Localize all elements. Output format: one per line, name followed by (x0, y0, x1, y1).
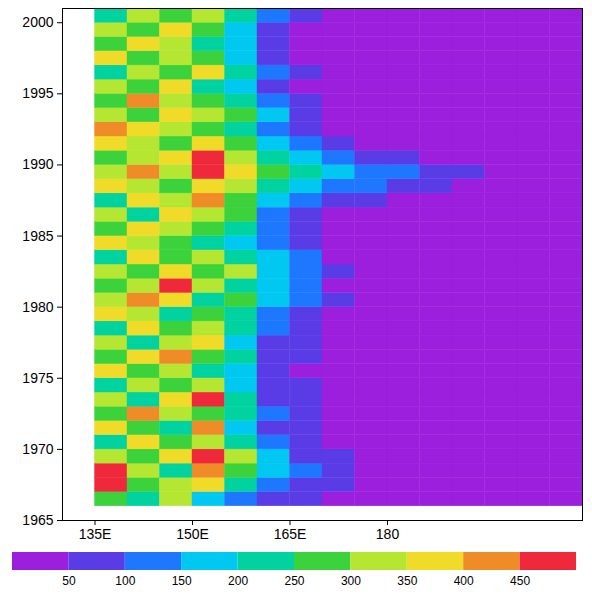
svg-text:1975: 1975 (22, 370, 53, 386)
svg-text:350: 350 (397, 574, 417, 588)
svg-text:180: 180 (376, 526, 400, 542)
svg-text:1965: 1965 (22, 512, 53, 528)
svg-text:400: 400 (454, 574, 474, 588)
svg-text:300: 300 (341, 574, 361, 588)
svg-text:165E: 165E (274, 526, 307, 542)
svg-text:150: 150 (172, 574, 192, 588)
svg-text:1995: 1995 (22, 85, 53, 101)
svg-text:200: 200 (228, 574, 248, 588)
svg-text:1970: 1970 (22, 441, 53, 457)
svg-text:1990: 1990 (22, 156, 53, 172)
svg-text:2000: 2000 (22, 14, 53, 30)
svg-text:1980: 1980 (22, 299, 53, 315)
svg-text:50: 50 (62, 574, 76, 588)
svg-text:1985: 1985 (22, 228, 53, 244)
svg-text:450: 450 (510, 574, 530, 588)
svg-text:150E: 150E (176, 526, 209, 542)
svg-text:135E: 135E (79, 526, 112, 542)
svg-text:100: 100 (115, 574, 135, 588)
svg-text:250: 250 (284, 574, 304, 588)
